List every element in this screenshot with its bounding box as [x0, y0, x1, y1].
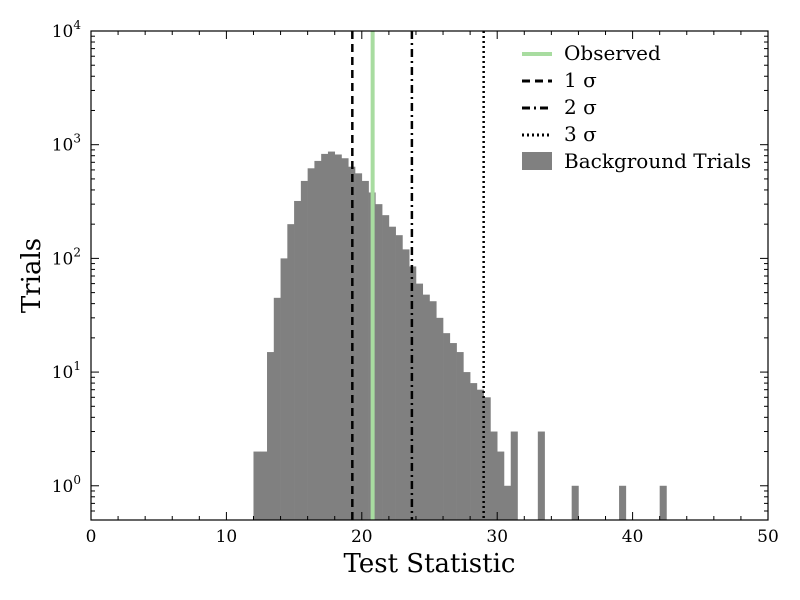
histogram-bar: [497, 451, 505, 520]
histogram-bar: [355, 173, 363, 521]
y-tick-label: 102: [52, 245, 81, 269]
histogram-bar: [287, 224, 295, 521]
histogram-bars: [253, 151, 667, 521]
histogram-bar: [537, 431, 545, 520]
legend-label: 3 σ: [564, 122, 597, 146]
y-tick-label: 100: [52, 473, 81, 497]
histogram-bar: [429, 301, 437, 520]
legend-label: Background Trials: [564, 149, 751, 173]
histogram-bar: [476, 389, 484, 520]
x-axis-label: Test Statistic: [344, 549, 516, 579]
x-tick-label: 30: [486, 527, 508, 547]
histogram-bar: [463, 372, 471, 520]
histogram-bar: [300, 180, 308, 520]
x-tick-label: 50: [757, 527, 779, 547]
y-tick-label: 103: [52, 132, 81, 156]
histogram-bar: [449, 343, 457, 520]
histogram-bar: [375, 204, 383, 520]
histogram-bar: [571, 485, 579, 520]
legend-label: 1 σ: [564, 68, 597, 92]
x-tick-label: 10: [216, 527, 238, 547]
histogram-bar: [327, 151, 336, 520]
histogram-bar: [273, 297, 281, 520]
y-axis-ticks: 100 101 102 103 104: [52, 18, 768, 521]
x-axis-ticks: 0 10 20 30 40 50: [86, 31, 779, 547]
histogram-bar: [395, 235, 403, 520]
x-tick-label: 20: [351, 527, 373, 547]
histogram-bar: [294, 200, 302, 521]
legend-label: 2 σ: [564, 95, 597, 119]
histogram-bar: [456, 352, 464, 520]
histogram-bar: [307, 168, 315, 520]
histogram-bar: [443, 333, 451, 520]
histogram-bar: [659, 485, 667, 520]
histogram-bar: [361, 180, 369, 520]
legend: Observed 1 σ 2 σ 3 σ Background Trials: [522, 41, 751, 173]
histogram-bar: [334, 154, 342, 520]
histogram-bar: [341, 158, 349, 520]
histogram-bar: [470, 383, 478, 520]
histogram-bar: [382, 215, 390, 520]
histogram-bar: [422, 294, 430, 520]
histogram-bar: [253, 451, 261, 520]
histogram-bar: [436, 317, 444, 520]
histogram-bar: [415, 283, 424, 520]
histogram-bar: [280, 258, 288, 520]
histogram-bar: [619, 485, 627, 520]
histogram-bar: [503, 485, 512, 520]
y-axis-label: Trials: [17, 238, 47, 313]
histogram-bar: [490, 431, 498, 520]
x-tick-label: 0: [86, 527, 97, 547]
histogram-bar: [483, 397, 491, 520]
histogram-bar: [510, 431, 518, 520]
legend-swatch: [522, 152, 552, 170]
x-tick-label: 40: [622, 527, 644, 547]
y-tick-label: 104: [52, 18, 82, 42]
legend-label: Observed: [564, 41, 661, 65]
histogram-bar: [388, 226, 396, 520]
histogram-bar: [402, 249, 410, 520]
histogram-bar: [314, 160, 322, 520]
histogram-bar: [260, 451, 268, 520]
histogram-bar: [321, 153, 329, 520]
y-tick-label: 101: [52, 359, 81, 383]
threshold-lines: [351, 31, 485, 520]
histogram-bar: [267, 352, 275, 520]
